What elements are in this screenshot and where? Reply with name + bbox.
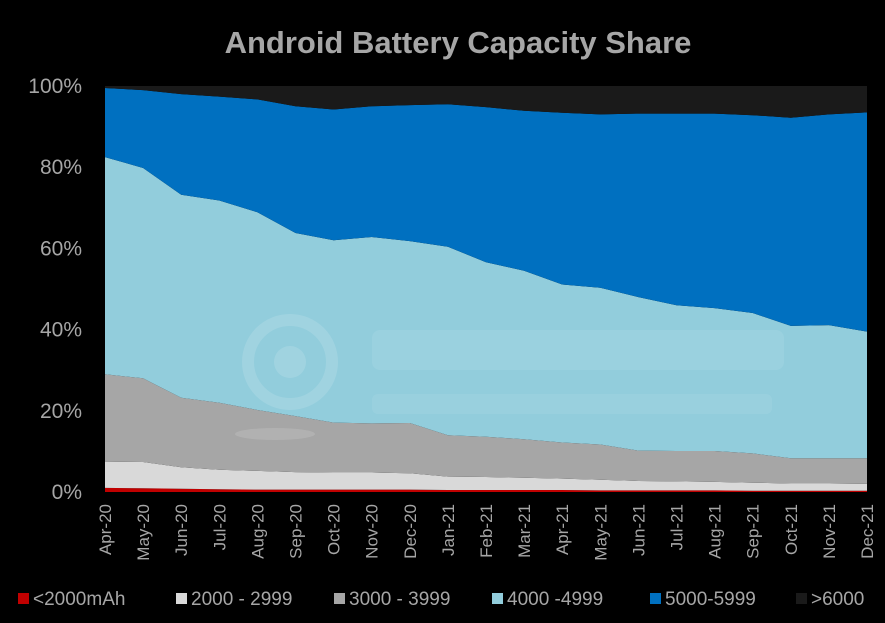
area-series-3 (105, 157, 867, 459)
y-tick-label: 60% (40, 237, 82, 260)
legend-item: 2000 - 2999 (176, 589, 292, 610)
x-tick-label: Jun-20 (172, 504, 191, 556)
x-tick-label: Oct-20 (325, 504, 344, 555)
y-tick-label: 40% (40, 319, 82, 342)
legend-label: 5000-5999 (665, 589, 756, 610)
legend-swatch (796, 593, 807, 604)
legend-swatch (18, 593, 29, 604)
x-tick-label: Feb-21 (477, 504, 496, 558)
x-tick-label: Jul-20 (210, 504, 229, 550)
plot-area (105, 86, 867, 492)
legend-label: 4000 -4999 (507, 589, 603, 610)
x-tick-label: Nov-20 (363, 504, 382, 559)
x-axis: Apr-20 May-20 Jun-20 Jul-20 Aug-20 Sep-20 Oct-… (96, 504, 877, 561)
legend-swatch (334, 593, 345, 604)
y-tick-label: 20% (40, 400, 82, 423)
x-tick-label: Aug-21 (706, 504, 725, 559)
area-series-0 (105, 487, 867, 492)
x-tick-label: Jun-21 (629, 504, 648, 556)
x-tick-label: Nov-21 (820, 504, 839, 559)
x-tick-label: Sep-20 (287, 504, 306, 559)
x-tick-label: Aug-20 (248, 504, 267, 559)
legend-label: 2000 - 2999 (191, 589, 292, 610)
chart-title: Android Battery Capacity Share (225, 25, 692, 60)
area-series-2 (105, 374, 867, 484)
area-series-4 (105, 88, 867, 332)
x-tick-label: Jul-21 (668, 504, 687, 550)
legend-item: 3000 - 3999 (334, 589, 450, 610)
legend-label: 3000 - 3999 (349, 589, 450, 610)
legend-swatch (650, 593, 661, 604)
legend-swatch (492, 593, 503, 604)
x-tick-label: Mar-21 (515, 504, 534, 558)
x-tick-label: Sep-21 (744, 504, 763, 559)
y-tick-label: 100% (28, 75, 82, 98)
x-tick-label: Apr-21 (553, 504, 572, 555)
legend-swatch (176, 593, 187, 604)
area-series-1 (105, 461, 867, 491)
area-series-5 (105, 86, 867, 118)
x-tick-label: Apr-20 (96, 504, 115, 555)
legend-label: >6000 (811, 589, 864, 610)
counterpoint-watermark (235, 314, 784, 440)
x-tick-label: Jan-21 (439, 504, 458, 556)
legend-item: >6000 (796, 589, 864, 610)
legend: <2000mAh 2000 - 2999 3000 - 3999 4000 -4999… (18, 589, 864, 610)
x-tick-label: Dec-21 (858, 504, 877, 559)
legend-item: 4000 -4999 (492, 589, 603, 610)
legend-item: 5000-5999 (650, 589, 756, 610)
x-tick-label: May-20 (134, 504, 153, 561)
y-tick-label: 0% (52, 481, 82, 504)
legend-item: <2000mAh (18, 589, 125, 610)
x-tick-label: Dec-20 (401, 504, 420, 559)
y-tick-label: 80% (40, 156, 82, 179)
y-axis: 0% 20% 40% 60% 80% 100% (28, 75, 82, 504)
legend-label: <2000mAh (33, 589, 125, 610)
x-tick-label: May-21 (591, 504, 610, 561)
x-tick-label: Oct-21 (782, 504, 801, 555)
